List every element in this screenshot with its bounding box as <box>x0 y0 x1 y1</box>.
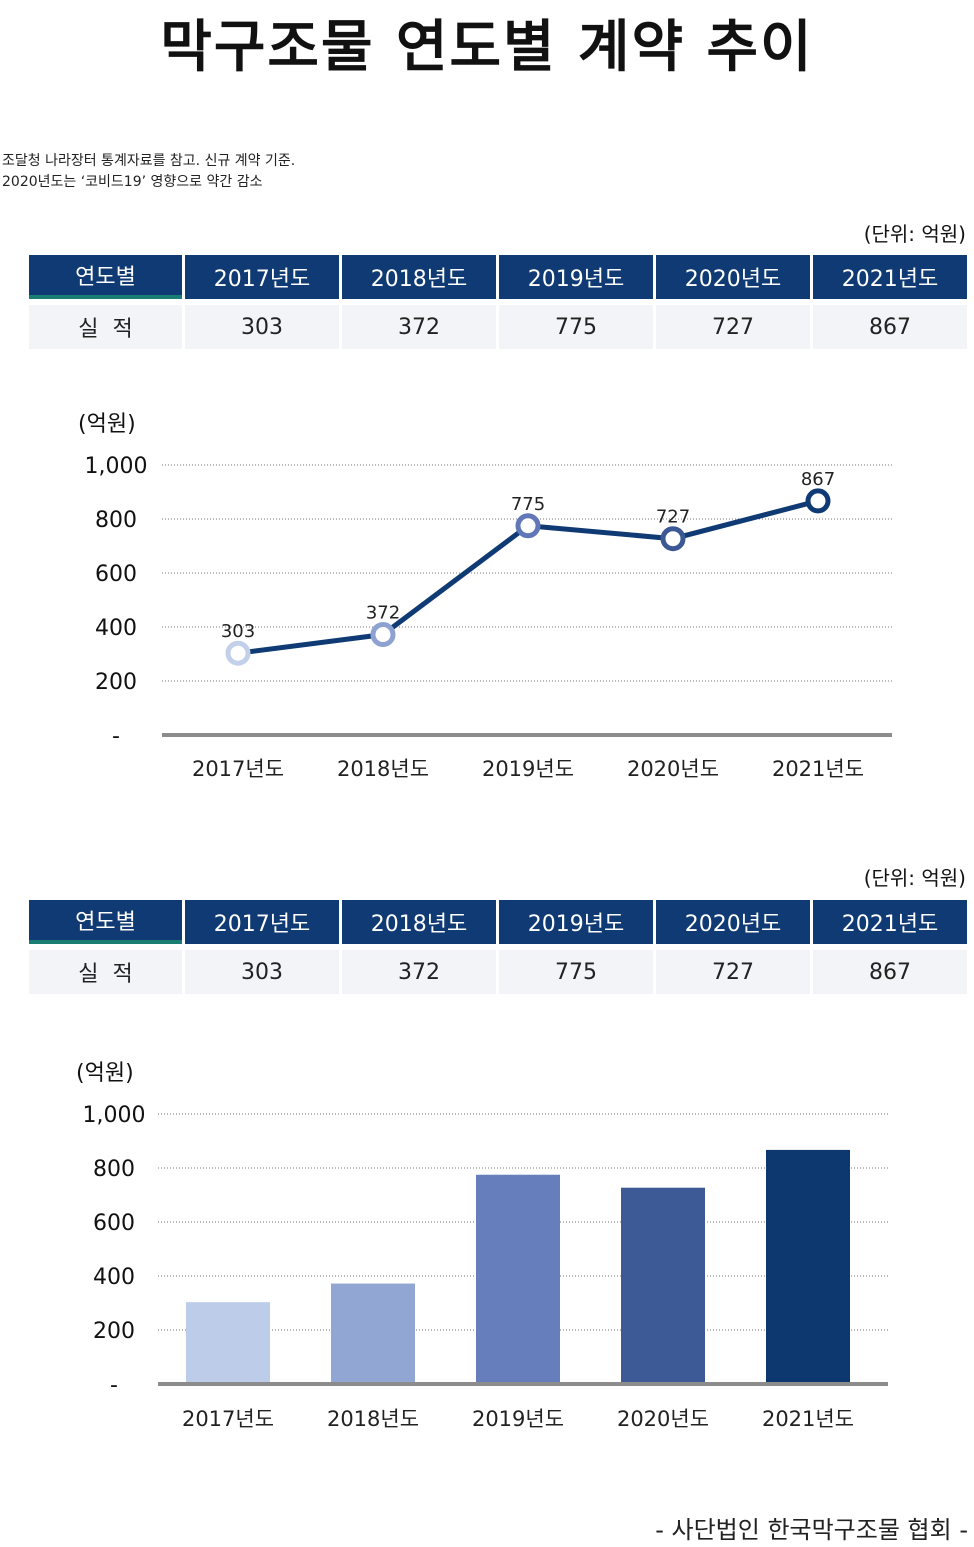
y-tick-label: 200 <box>95 670 137 695</box>
table-cell: 372 <box>339 305 496 349</box>
y-tick-label: 800 <box>93 1157 135 1182</box>
page-title: 막구조물 연도별 계약 추이 <box>160 15 814 80</box>
footer-credit: - 사단법인 한국막구조물 협회 - <box>655 1516 968 1544</box>
bar <box>186 1302 270 1382</box>
data-point <box>805 488 831 514</box>
data-point <box>515 513 541 539</box>
x-tick-label: 2017년도 <box>192 757 284 781</box>
y-tick-label: 1,000 <box>83 1103 146 1128</box>
table-header-cell: 2017년도 <box>182 255 339 299</box>
bar <box>476 1174 560 1382</box>
x-tick-label: 2018년도 <box>337 757 429 781</box>
unit-label: (단위: 억원) <box>863 222 966 246</box>
bar-chart: (억원) - 200 400 600 800 1,000 2017년도 2018년도 2019년도… <box>76 1061 888 1431</box>
y-tick-label: 400 <box>95 616 137 641</box>
table-cell: 303 <box>182 305 339 349</box>
data-table: 연도별 2017년도 2018년도 2019년도 2020년도 2021년도 실… <box>29 900 969 994</box>
data-label: 867 <box>801 469 835 490</box>
y-tick-label: 400 <box>93 1265 135 1290</box>
x-tick-label: 2020년도 <box>627 757 719 781</box>
table-header-cell: 2017년도 <box>182 900 339 944</box>
data-label: 372 <box>366 603 400 624</box>
data-point <box>660 526 686 552</box>
data-label: 775 <box>511 494 545 515</box>
table-row-label: 실 적 <box>29 950 182 994</box>
table-header-cell: 연도별 <box>29 900 182 944</box>
line-chart: (억원) - 200 400 600 800 1,000 303 372 775 727 867 201… <box>78 412 892 781</box>
y-tick-label: 200 <box>93 1319 135 1344</box>
y-tick-label: - <box>110 1373 118 1398</box>
table-header-cell: 2020년도 <box>653 255 810 299</box>
bar <box>331 1283 415 1382</box>
x-tick-label: 2020년도 <box>617 1407 709 1431</box>
data-point <box>370 622 396 648</box>
table-cell: 775 <box>496 950 653 994</box>
table-row-label: 실 적 <box>29 305 182 349</box>
data-table: 연도별 2017년도 2018년도 2019년도 2020년도 2021년도 실… <box>29 255 969 349</box>
table-header-cell: 2021년도 <box>810 900 967 944</box>
table-cell: 867 <box>810 305 967 349</box>
x-tick-label: 2021년도 <box>772 757 864 781</box>
y-tick-label: - <box>112 724 120 749</box>
table-header-cell: 2019년도 <box>496 900 653 944</box>
y-axis-label: (억원) <box>78 412 136 437</box>
note-line-2: 2020년도는 ‘코비드19’ 영향으로 약간 감소 <box>2 174 263 190</box>
table-header-cell: 2021년도 <box>810 255 967 299</box>
bar <box>621 1187 705 1382</box>
table-header-cell: 연도별 <box>29 255 182 299</box>
unit-label: (단위: 억원) <box>863 866 966 890</box>
y-tick-label: 600 <box>95 562 137 587</box>
data-label: 303 <box>221 621 255 642</box>
table-cell: 727 <box>653 305 810 349</box>
y-axis-label: (억원) <box>76 1061 134 1086</box>
data-label: 727 <box>656 507 690 528</box>
data-point <box>225 640 251 666</box>
bar <box>766 1149 850 1382</box>
y-tick-label: 1,000 <box>85 454 148 479</box>
table-header-row: 연도별 2017년도 2018년도 2019년도 2020년도 2021년도 <box>29 255 969 299</box>
table-header-cell: 2019년도 <box>496 255 653 299</box>
table-cell: 775 <box>496 305 653 349</box>
table-row: 실 적 303 372 775 727 867 <box>29 950 969 994</box>
x-tick-label: 2017년도 <box>182 1407 274 1431</box>
table-header-row: 연도별 2017년도 2018년도 2019년도 2020년도 2021년도 <box>29 900 969 944</box>
x-tick-label: 2021년도 <box>762 1407 854 1431</box>
y-tick-label: 800 <box>95 508 137 533</box>
table-row: 실 적 303 372 775 727 867 <box>29 305 969 349</box>
note-line-1: 조달청 나라장터 통계자료를 참고. 신규 계약 기준. <box>2 153 296 169</box>
y-tick-label: 600 <box>93 1211 135 1236</box>
x-tick-label: 2018년도 <box>327 1407 419 1431</box>
table-cell: 303 <box>182 950 339 994</box>
table-cell: 727 <box>653 950 810 994</box>
table-cell: 372 <box>339 950 496 994</box>
x-tick-label: 2019년도 <box>472 1407 564 1431</box>
table-header-cell: 2020년도 <box>653 900 810 944</box>
table-cell: 867 <box>810 950 967 994</box>
table-header-cell: 2018년도 <box>339 900 496 944</box>
table-header-cell: 2018년도 <box>339 255 496 299</box>
x-tick-label: 2019년도 <box>482 757 574 781</box>
